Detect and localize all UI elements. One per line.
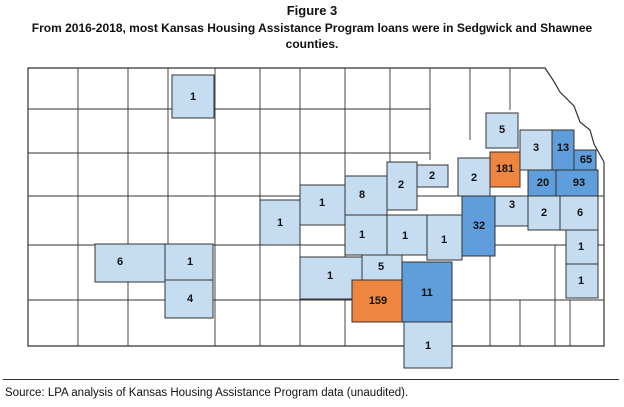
county-label-1-sc: 1 [327, 270, 333, 282]
county-c-1-north [171, 74, 215, 119]
county-c-181 [489, 151, 521, 188]
county-c-1-b [386, 214, 428, 256]
county-label-2b: 2 [471, 172, 477, 184]
county-label-2d: 2 [541, 207, 547, 219]
county-label-1-b: 1 [402, 230, 408, 242]
county-c-4 [164, 279, 214, 319]
county-label-65: 65 [580, 154, 592, 166]
county-c-20 [527, 169, 557, 197]
county-c-8 [344, 175, 388, 216]
county-c-2c [386, 161, 418, 211]
county-label-6-east: 6 [577, 207, 583, 219]
county-label-6-west: 6 [117, 256, 123, 268]
county-label-1-center: 1 [319, 197, 325, 209]
county-c-1-east [565, 229, 599, 265]
county-c-11 [401, 261, 453, 323]
county-c-1-south [403, 321, 453, 369]
county-c-1-se [565, 263, 599, 299]
county-label-5: 5 [499, 124, 505, 136]
county-c-1-center [299, 184, 346, 226]
county-label-181: 181 [496, 163, 514, 175]
county-c-93 [555, 169, 599, 197]
county-label-20: 20 [537, 177, 549, 189]
title-line-2: counties. [285, 37, 339, 51]
county-label-1-west: 1 [277, 217, 283, 229]
figure-title: From 2016-2018, most Kansas Housing Assi… [30, 20, 594, 52]
county-label-1-se: 1 [578, 275, 584, 287]
county-label-1-east: 1 [578, 241, 584, 253]
figure-label: Figure 3 [286, 3, 338, 18]
county-c-32 [461, 195, 496, 257]
county-label-32: 32 [473, 220, 485, 232]
county-c-1-a [344, 214, 388, 256]
county-label-1-south: 1 [425, 340, 431, 352]
county-label-3: 3 [533, 142, 539, 154]
county-label-1-c: 1 [441, 234, 447, 246]
county-label-5b: 5 [378, 261, 384, 273]
county-label-2a: 2 [429, 170, 435, 182]
county-c-1-sw [164, 243, 214, 281]
source-divider [3, 379, 619, 380]
county-label-8: 8 [359, 189, 365, 201]
title-line-1: From 2016-2018, most Kansas Housing Assi… [31, 21, 593, 35]
county-c-6-west [94, 243, 166, 283]
county-label-4: 4 [187, 293, 194, 305]
county-c-1-west [259, 199, 301, 246]
county-label-1-a: 1 [359, 229, 365, 241]
county-c-1-c [426, 214, 463, 261]
county-label-13: 13 [557, 142, 569, 154]
county-label-93: 93 [573, 177, 585, 189]
county-c-2b [457, 157, 491, 197]
source-note: Source: LPA analysis of Kansas Housing A… [5, 387, 409, 399]
county-c-2d [527, 195, 561, 231]
county-shapes [94, 74, 599, 369]
county-labels: 1 5 3 13 65 181 2 2 2 20 93 1 1 8 3 2 6 … [117, 91, 592, 352]
county-label-11: 11 [421, 287, 433, 299]
county-label-1-sw: 1 [187, 256, 193, 268]
county-label-1-north: 1 [190, 91, 196, 103]
county-label-2c: 2 [398, 179, 404, 191]
county-label-3b: 3 [509, 199, 515, 211]
county-c-5 [485, 112, 519, 149]
county-label-159: 159 [369, 295, 387, 307]
